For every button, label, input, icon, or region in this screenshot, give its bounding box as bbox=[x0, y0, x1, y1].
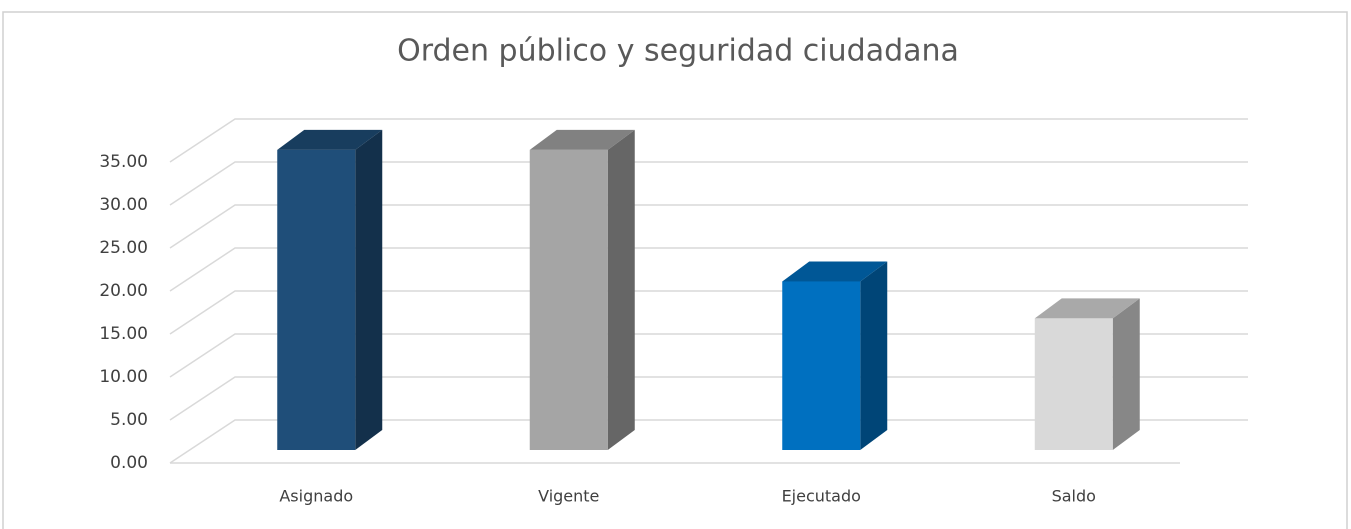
x-tick-label: Ejecutado bbox=[782, 487, 861, 506]
y-tick-label: 25.00 bbox=[99, 238, 148, 258]
y-tick-label: 15.00 bbox=[99, 324, 148, 344]
y-tick-label: 5.00 bbox=[110, 410, 148, 430]
x-tick-label: Saldo bbox=[1052, 487, 1096, 506]
bar-top bbox=[529, 129, 635, 150]
grid-line bbox=[169, 204, 1248, 249]
bar-side bbox=[860, 261, 888, 450]
grid-line bbox=[169, 419, 1248, 464]
bar bbox=[782, 281, 861, 450]
bar-side bbox=[607, 129, 635, 451]
x-tick-label: Vigente bbox=[538, 487, 599, 506]
y-tick-label: 10.00 bbox=[99, 367, 148, 387]
grid-line bbox=[169, 376, 1248, 421]
x-tick-label: Asignado bbox=[279, 487, 353, 506]
bar-top bbox=[1034, 298, 1140, 319]
bar bbox=[1034, 318, 1113, 450]
y-tick-label: 30.00 bbox=[99, 195, 148, 215]
grid-line bbox=[169, 247, 1248, 292]
bar-side bbox=[1112, 298, 1140, 450]
grid-line bbox=[169, 118, 1248, 163]
grid-line bbox=[169, 333, 1248, 378]
bar bbox=[277, 149, 356, 451]
bar bbox=[529, 149, 608, 451]
chart-title: Orden público y seguridad ciudadana bbox=[397, 34, 959, 69]
y-tick-label: 20.00 bbox=[99, 281, 148, 301]
bar-top bbox=[277, 129, 383, 150]
y-tick-label: 0.00 bbox=[110, 453, 148, 473]
y-tick-label: 35.00 bbox=[99, 152, 148, 172]
bar-top bbox=[782, 261, 888, 282]
chart-frame bbox=[2, 11, 1348, 529]
bar-side bbox=[355, 129, 383, 451]
grid-line bbox=[169, 161, 1248, 206]
grid-line bbox=[169, 290, 1248, 335]
